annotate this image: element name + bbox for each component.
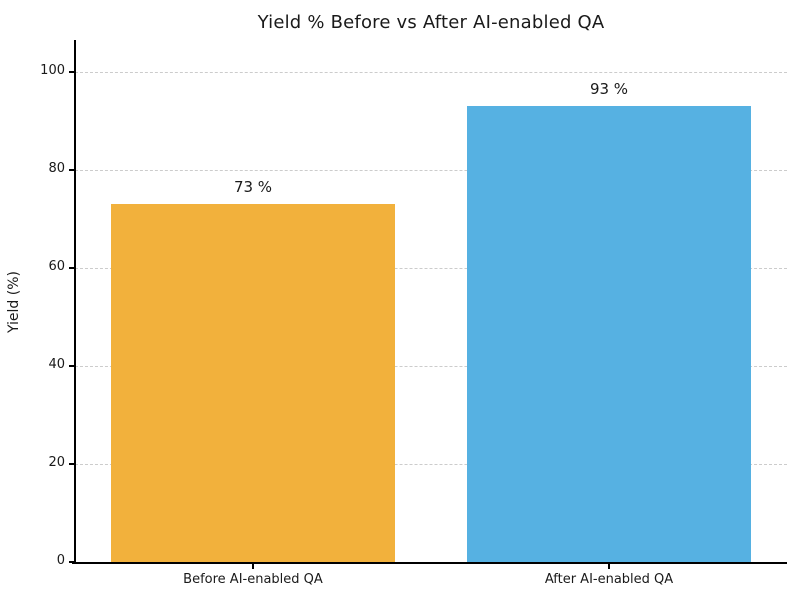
y-tick-label: 20 [48, 454, 65, 470]
y-tick-label: 60 [48, 258, 65, 274]
chart-title: Yield % Before vs After AI-enabled QA [257, 12, 605, 33]
bar-value-label: 93 % [589, 80, 629, 99]
y-tick-label: 40 [48, 356, 65, 372]
bar [466, 106, 752, 562]
x-axis-spine [72, 562, 787, 564]
x-tick-label: Before AI-enabled QA [183, 572, 323, 587]
y-tick-mark [69, 266, 74, 269]
x-tick-mark [252, 564, 254, 569]
y-tick-label: 0 [56, 553, 65, 568]
gridline [75, 169, 787, 171]
y-axis-spine [74, 40, 76, 564]
bar-value-label: 73 % [233, 178, 273, 197]
y-tick-mark [69, 168, 74, 171]
y-tick-mark [69, 364, 74, 367]
gridline [75, 463, 787, 465]
gridline [75, 267, 787, 269]
y-tick-mark [69, 70, 74, 73]
y-tick-mark [69, 462, 74, 465]
y-tick-mark [69, 561, 74, 563]
y-tick-label: 80 [48, 160, 65, 176]
y-axis-label: Yield (%) [6, 271, 22, 334]
plot-area: 73 % 93 % [75, 40, 787, 562]
x-tick-label: After AI-enabled QA [544, 572, 674, 587]
bar [110, 204, 396, 562]
y-tick-label: 100 [40, 62, 65, 78]
gridline [75, 71, 787, 73]
gridline [75, 365, 787, 367]
x-tick-mark [608, 564, 610, 569]
